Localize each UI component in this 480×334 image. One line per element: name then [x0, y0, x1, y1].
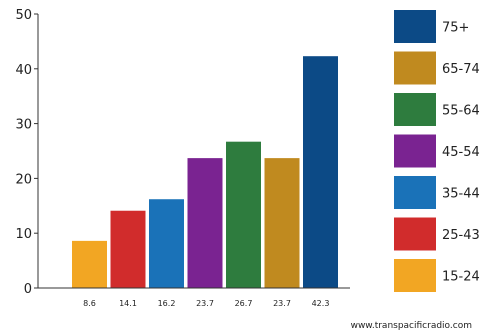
legend-swatch — [394, 51, 436, 85]
x-tick-label: 23.7 — [196, 299, 214, 308]
y-tick-label: 0 — [24, 282, 32, 297]
legend-swatch — [394, 259, 436, 292]
bar — [72, 240, 107, 288]
bar — [149, 199, 184, 288]
legend-swatch — [394, 134, 436, 168]
bar — [264, 158, 300, 288]
legend-label: 15-24 — [442, 270, 480, 285]
y-tick-label: 30 — [15, 118, 32, 133]
x-tick-label: 26.7 — [235, 299, 253, 308]
bar — [303, 56, 338, 288]
legend-swatch — [394, 176, 436, 209]
x-tick-label: 42.3 — [312, 299, 330, 308]
bar — [226, 141, 261, 288]
bars — [72, 56, 338, 288]
x-tick-label: 14.1 — [119, 299, 137, 308]
legend-label: 65-74 — [442, 62, 480, 77]
watermark-text: www.transpacificradio.com — [350, 321, 472, 331]
legend-swatch — [394, 10, 436, 43]
legend-swatch — [394, 217, 436, 251]
bar — [110, 210, 146, 288]
x-tick-label: 23.7 — [273, 299, 291, 308]
x-tick-label: 16.2 — [158, 299, 176, 308]
legend-swatch — [394, 93, 436, 126]
legend-label: 75+ — [442, 21, 469, 36]
y-tick-label: 50 — [15, 8, 32, 23]
legend-label: 45-54 — [442, 145, 480, 160]
legend-label: 35-44 — [442, 187, 480, 202]
x-axis-labels: 8.6 14.1 16.2 23.7 26.7 23.7 42.3 — [83, 299, 329, 308]
bar — [187, 158, 223, 288]
legend-label: 55-64 — [442, 104, 480, 119]
y-tick-label: 20 — [15, 172, 32, 187]
y-axis-ticks: 0 10 20 30 40 50 — [15, 8, 38, 297]
legend-label: 25-43 — [442, 228, 480, 243]
x-tick-label: 8.6 — [83, 299, 96, 308]
y-tick-label: 40 — [15, 63, 32, 78]
legend: 75+ 65-74 55-64 45-54 35-44 25-43 15-24 — [394, 10, 480, 292]
y-tick-label: 10 — [15, 227, 32, 242]
